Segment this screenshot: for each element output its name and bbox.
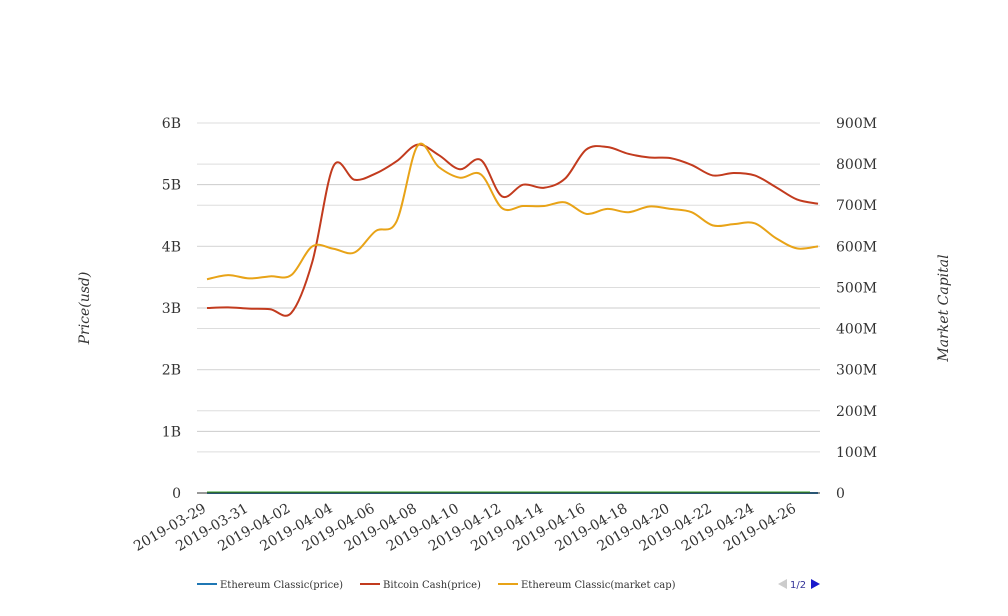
legend-item[interactable]: Ethereum Classic(price) <box>197 580 343 591</box>
y-right-tick-label: 900M <box>836 116 877 132</box>
y-right-tick-label: 500M <box>836 280 877 296</box>
series-line-bitcoin-cash-price <box>206 143 819 317</box>
y-left-tick-label: 3B <box>162 301 181 317</box>
y-left-tick-label: 1B <box>162 424 181 440</box>
y-right-tick-label: 400M <box>836 322 877 338</box>
pager-prev-icon[interactable] <box>778 579 787 589</box>
y-left-tick-label: 2B <box>162 363 181 379</box>
series-line-ethereum-classic-market-cap <box>206 142 819 281</box>
legend: Ethereum Classic(price) Bitcoin Cash(pric… <box>197 580 676 591</box>
gridlines <box>197 122 820 453</box>
legend-item[interactable]: Bitcoin Cash(price) <box>360 580 481 591</box>
legend-label: Ethereum Classic(price) <box>220 580 343 591</box>
y-right-tick-label: 100M <box>836 445 877 461</box>
legend-item[interactable]: Ethereum Classic(market cap) <box>498 580 676 591</box>
y-axis-right-title: Market Capital <box>936 254 952 362</box>
y-right-tick-label: 300M <box>836 363 877 379</box>
series-lines <box>206 142 819 495</box>
pager-label: 1/2 <box>790 580 806 591</box>
y-left-tick-label: 0 <box>172 486 181 502</box>
legend-label: Bitcoin Cash(price) <box>383 580 481 591</box>
pager-next-icon[interactable] <box>811 579 820 589</box>
y-right-tick-label: 600M <box>836 239 877 255</box>
axes: 0 1B 2B 3B 4B 5B 6B 0 100M 200M 300M 400M 500M 600M 70… <box>131 116 877 555</box>
legend-pager: 1/2 <box>778 579 820 591</box>
y-left-tick-label: 6B <box>162 116 181 132</box>
y-axis-left-title: Price(usd) <box>77 272 93 346</box>
y-left-tick-label: 4B <box>162 239 181 255</box>
y-right-tick-label: 800M <box>836 157 877 173</box>
y-right-tick-label: 700M <box>836 198 877 214</box>
legend-label: Ethereum Classic(market cap) <box>521 580 676 591</box>
y-right-tick-label: 200M <box>836 404 877 420</box>
y-left-tick-label: 5B <box>162 178 181 194</box>
y-right-tick-label: 0 <box>836 486 845 502</box>
